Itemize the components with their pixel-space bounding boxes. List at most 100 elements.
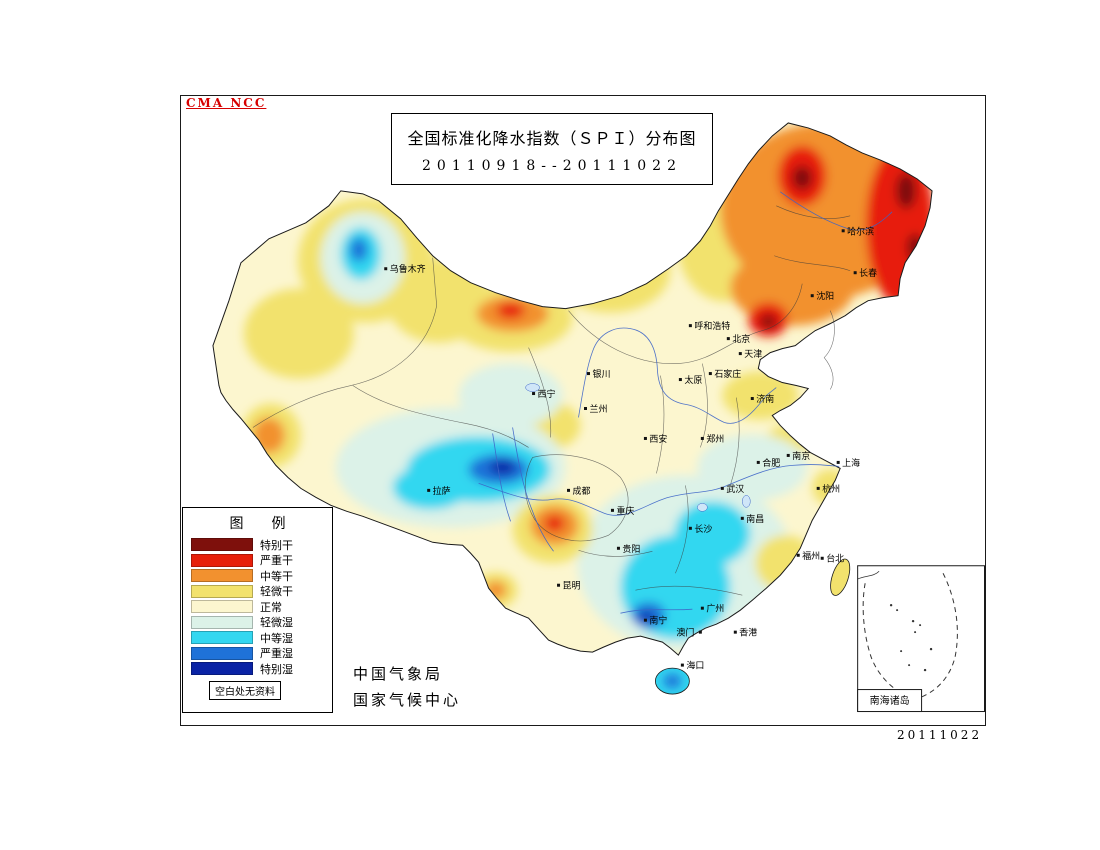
- rivers: [478, 191, 893, 614]
- city-marker: [820, 556, 824, 560]
- city-label: 石家庄: [714, 368, 741, 380]
- map-title: 全国标准化降水指数（ＳＰＩ）分布图: [407, 128, 697, 148]
- city-label: 合肥: [762, 457, 780, 469]
- city-label: 郑州: [706, 433, 724, 445]
- city-label: 福州: [802, 550, 820, 562]
- city-label: 台北: [826, 553, 844, 565]
- korea-coastline: [823, 310, 835, 390]
- city-label: 广州: [706, 603, 724, 615]
- spi-region-moderate_dry: [730, 249, 855, 326]
- legend-swatch-severe_wet: [191, 646, 253, 660]
- city-marker: [586, 372, 590, 376]
- city-label: 上海: [842, 457, 860, 469]
- city-label: 北京: [732, 333, 750, 345]
- legend-label: 特别湿: [260, 662, 293, 676]
- map-date-range: 20110918--20111022: [422, 157, 682, 174]
- city-marker: [750, 397, 754, 401]
- city-marker: [567, 488, 571, 492]
- inset-coastline: [856, 570, 880, 580]
- legend-item: 严重干: [191, 553, 324, 569]
- city-label: 拉萨: [433, 485, 451, 497]
- spi-region-severe_dry: [496, 302, 525, 319]
- city-label: 重庆: [616, 505, 634, 517]
- inset-label: 南海诸岛: [870, 694, 910, 707]
- city-label: 昆明: [563, 581, 581, 592]
- city-marker: [700, 436, 704, 440]
- legend-item: 严重湿: [191, 646, 324, 662]
- legend-label: 轻微湿: [260, 616, 293, 630]
- city-marker: [698, 630, 702, 634]
- city-label: 济南: [756, 393, 774, 405]
- city-label: 长春: [859, 267, 877, 279]
- city-marker: [841, 229, 845, 233]
- spi-region-extreme_dry: [792, 165, 813, 190]
- city-label: 太原: [684, 374, 702, 386]
- legend-item: 轻微湿: [191, 615, 324, 631]
- city-label: 呼和浩特: [694, 320, 730, 332]
- spi-region-slight_wet: [458, 363, 563, 428]
- city-marker: [384, 267, 388, 271]
- map-frame: 乌鲁木齐 哈尔滨 长春 沈阳 呼和浩特 北京 天津 石家庄 太原 济南 银川 西宁 兰州 西安 郑州 合肥 南京…: [180, 95, 986, 726]
- city-marker: [726, 337, 730, 341]
- legend-swatch-extreme_wet: [191, 662, 253, 676]
- legend-label: 中等湿: [260, 631, 293, 645]
- legend-swatch-normal: [191, 600, 253, 614]
- city-marker: [427, 488, 431, 492]
- spi-region-slight_wet: [697, 434, 808, 501]
- city-label: 西宁: [538, 388, 556, 400]
- city-label: 南昌: [746, 513, 764, 525]
- songhua-river: [780, 191, 893, 231]
- city-label: 杭州: [822, 483, 840, 495]
- city-marker: [836, 460, 840, 464]
- spi-region-severe_wet: [663, 674, 682, 689]
- city-marker: [532, 392, 536, 396]
- spi-region-severe_wet: [349, 237, 368, 262]
- city-marker: [708, 372, 712, 376]
- spi-region-slight_dry: [722, 371, 799, 420]
- legend-label: 轻微干: [260, 585, 293, 599]
- city-marker: [740, 516, 744, 520]
- poyang-lake: [742, 495, 751, 508]
- attribution: 中国气象局 国家气候中心: [353, 662, 461, 713]
- city-label: 天津: [744, 349, 762, 360]
- city-marker: [583, 407, 587, 411]
- legend-item: 特别湿: [191, 661, 324, 677]
- city-label: 贵阳: [622, 543, 640, 555]
- legend-swatch-severe_dry: [191, 553, 253, 567]
- city-label: 南宁: [649, 615, 667, 627]
- south-china-sea-inset: 南海诸岛: [856, 565, 985, 713]
- city-marker: [688, 324, 692, 328]
- spi-region-severe_dry: [544, 515, 565, 532]
- yangtze-river: [478, 464, 840, 516]
- legend-label: 正常: [260, 600, 282, 614]
- city-marker: [733, 630, 737, 634]
- agency-watermark: CMA NCC: [186, 96, 267, 110]
- attribution-line1: 中国气象局: [353, 665, 444, 683]
- city-label: 乌鲁木齐: [390, 263, 426, 275]
- inset-label-box: [857, 689, 923, 713]
- city-marker: [616, 546, 620, 550]
- city-marker: [680, 663, 684, 667]
- attribution-line2: 国家气候中心: [353, 690, 462, 709]
- legend-label: 严重干: [260, 554, 293, 568]
- city-marker: [557, 583, 561, 587]
- city-label: 南京: [792, 450, 810, 462]
- legend-item: 正常: [191, 599, 324, 615]
- spi-region-moderate_wet: [392, 465, 469, 510]
- city-marker: [678, 378, 682, 382]
- title-box: 全国标准化降水指数（ＳＰＩ）分布图 20110918--20111022: [391, 113, 713, 185]
- city-label: 兰州: [589, 403, 607, 415]
- city-marker: [610, 508, 614, 512]
- city-label: 长沙: [694, 523, 712, 535]
- city-marker: [720, 486, 724, 490]
- city-marker: [688, 526, 692, 530]
- city-marker: [853, 271, 857, 275]
- legend-swatch-moderate_wet: [191, 631, 253, 645]
- city-label: 沈阳: [816, 290, 834, 302]
- city-marker: [700, 606, 704, 610]
- spi-region-slight_dry: [755, 535, 816, 592]
- legend-swatch-moderate_dry: [191, 569, 253, 583]
